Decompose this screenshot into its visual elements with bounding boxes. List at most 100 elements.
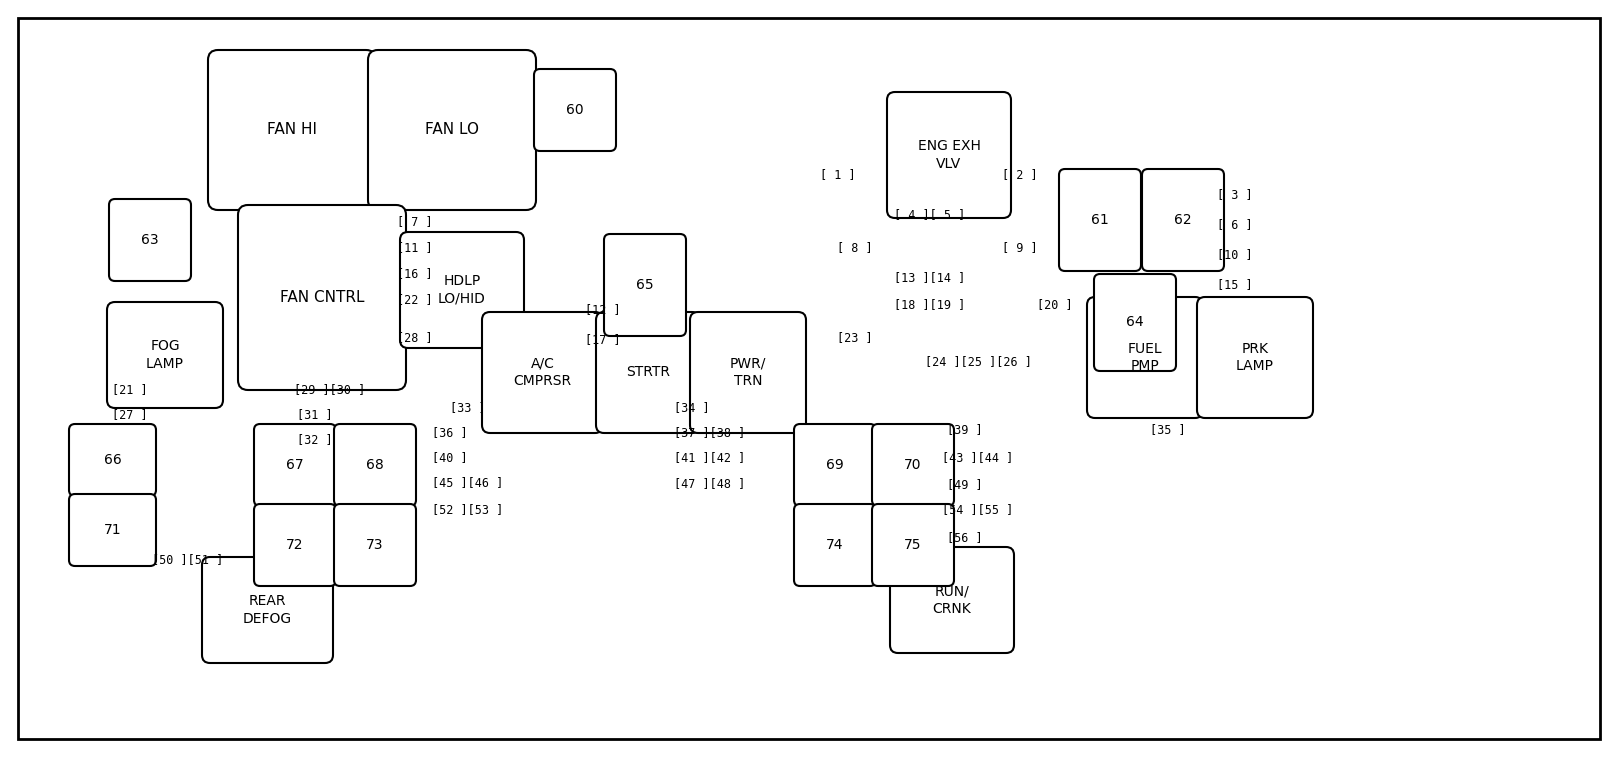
Text: HDLP
LO/HID: HDLP LO/HID: [438, 274, 485, 306]
Text: 61: 61: [1091, 213, 1108, 227]
Text: [13 ][14 ]: [13 ][14 ]: [895, 272, 966, 285]
FancyBboxPatch shape: [254, 504, 337, 586]
FancyBboxPatch shape: [595, 312, 701, 433]
FancyBboxPatch shape: [689, 312, 806, 433]
Text: [39 ]: [39 ]: [947, 423, 982, 437]
Text: [45 ][46 ]: [45 ][46 ]: [432, 476, 503, 490]
FancyBboxPatch shape: [1094, 274, 1176, 371]
Text: 64: 64: [1126, 316, 1144, 329]
Text: [31 ]: [31 ]: [298, 409, 333, 422]
Text: 74: 74: [827, 538, 843, 552]
FancyBboxPatch shape: [534, 69, 616, 151]
Text: [29 ][30 ]: [29 ][30 ]: [294, 384, 366, 397]
Text: FAN HI: FAN HI: [267, 123, 317, 138]
Text: 62: 62: [1175, 213, 1192, 227]
FancyBboxPatch shape: [209, 50, 375, 210]
Text: [36 ]: [36 ]: [432, 426, 468, 440]
Text: [22 ]: [22 ]: [396, 294, 432, 307]
FancyBboxPatch shape: [1197, 297, 1312, 418]
Text: [ 2 ]: [ 2 ]: [1002, 169, 1037, 182]
Text: PRK
LAMP: PRK LAMP: [1236, 342, 1273, 373]
Text: [23 ]: [23 ]: [837, 332, 872, 344]
Text: [32 ]: [32 ]: [298, 434, 333, 447]
Text: ENG EXH
VLV: ENG EXH VLV: [917, 139, 981, 170]
Text: [ 3 ]: [ 3 ]: [1217, 188, 1252, 201]
Text: FOG
LAMP: FOG LAMP: [146, 339, 184, 371]
FancyBboxPatch shape: [333, 504, 416, 586]
Text: [40 ]: [40 ]: [432, 451, 468, 465]
FancyBboxPatch shape: [1087, 297, 1204, 418]
Text: [28 ]: [28 ]: [396, 332, 432, 344]
Text: [ 6 ]: [ 6 ]: [1217, 219, 1252, 232]
Text: [50 ][51 ]: [50 ][51 ]: [152, 553, 223, 566]
Text: [12 ]: [12 ]: [586, 304, 621, 316]
Text: [11 ]: [11 ]: [396, 241, 432, 254]
Text: 66: 66: [104, 453, 121, 467]
Text: 72: 72: [286, 538, 304, 552]
Text: FUEL
PMP: FUEL PMP: [1128, 342, 1162, 373]
Text: 75: 75: [904, 538, 922, 552]
FancyBboxPatch shape: [872, 424, 955, 506]
Text: [34 ]: [34 ]: [675, 401, 710, 415]
Text: [33 ]: [33 ]: [450, 401, 485, 415]
Text: [56 ]: [56 ]: [947, 531, 982, 544]
Text: [21 ]: [21 ]: [112, 384, 147, 397]
FancyBboxPatch shape: [400, 232, 524, 348]
Text: RUN/
CRNK: RUN/ CRNK: [932, 584, 971, 615]
Text: [49 ]: [49 ]: [947, 478, 982, 491]
FancyBboxPatch shape: [367, 50, 536, 210]
Text: FAN LO: FAN LO: [426, 123, 479, 138]
FancyBboxPatch shape: [108, 199, 191, 281]
Text: FAN CNTRL: FAN CNTRL: [280, 290, 364, 305]
FancyBboxPatch shape: [254, 424, 337, 506]
Text: STRTR: STRTR: [626, 366, 670, 379]
FancyBboxPatch shape: [794, 424, 875, 506]
Text: [17 ]: [17 ]: [586, 334, 621, 347]
FancyBboxPatch shape: [202, 557, 333, 663]
Text: 65: 65: [636, 278, 654, 292]
FancyBboxPatch shape: [333, 424, 416, 506]
Text: [ 4 ][ 5 ]: [ 4 ][ 5 ]: [895, 208, 966, 222]
FancyBboxPatch shape: [482, 312, 604, 433]
FancyBboxPatch shape: [887, 92, 1011, 218]
FancyBboxPatch shape: [604, 234, 686, 336]
Text: 60: 60: [566, 103, 584, 117]
FancyBboxPatch shape: [872, 504, 955, 586]
Text: [52 ][53 ]: [52 ][53 ]: [432, 503, 503, 516]
Text: [37 ][38 ]: [37 ][38 ]: [675, 426, 746, 440]
Text: [41 ][42 ]: [41 ][42 ]: [675, 451, 746, 465]
Text: [ 1 ]: [ 1 ]: [820, 169, 856, 182]
FancyBboxPatch shape: [794, 504, 875, 586]
Text: [16 ]: [16 ]: [396, 267, 432, 281]
Text: A/C
CMPRSR: A/C CMPRSR: [513, 357, 571, 388]
Text: REAR
DEFOG: REAR DEFOG: [243, 594, 293, 625]
Text: [47 ][48 ]: [47 ][48 ]: [675, 478, 746, 491]
FancyBboxPatch shape: [1060, 169, 1141, 271]
Text: [54 ][55 ]: [54 ][55 ]: [942, 503, 1013, 516]
Text: 70: 70: [904, 458, 922, 472]
FancyBboxPatch shape: [890, 547, 1014, 653]
FancyBboxPatch shape: [107, 302, 223, 408]
Text: [ 8 ]: [ 8 ]: [837, 241, 872, 254]
Text: 63: 63: [141, 233, 159, 247]
FancyBboxPatch shape: [1142, 169, 1223, 271]
Text: [43 ][44 ]: [43 ][44 ]: [942, 451, 1013, 465]
Text: [18 ][19 ]: [18 ][19 ]: [895, 298, 966, 311]
Text: [10 ]: [10 ]: [1217, 248, 1252, 261]
Text: PWR/
TRN: PWR/ TRN: [730, 357, 767, 388]
FancyBboxPatch shape: [238, 205, 406, 390]
Text: [20 ]: [20 ]: [1037, 298, 1073, 311]
Text: 73: 73: [366, 538, 383, 552]
Text: 67: 67: [286, 458, 304, 472]
Text: [27 ]: [27 ]: [112, 409, 147, 422]
Text: 68: 68: [366, 458, 383, 472]
FancyBboxPatch shape: [70, 424, 155, 496]
Text: [24 ][25 ][26 ]: [24 ][25 ][26 ]: [924, 356, 1031, 369]
Text: 69: 69: [827, 458, 845, 472]
Text: [15 ]: [15 ]: [1217, 279, 1252, 291]
FancyBboxPatch shape: [70, 494, 155, 566]
Text: 71: 71: [104, 523, 121, 537]
Text: [ 7 ]: [ 7 ]: [396, 216, 432, 229]
Text: [35 ]: [35 ]: [1150, 423, 1186, 437]
Text: [ 9 ]: [ 9 ]: [1002, 241, 1037, 254]
